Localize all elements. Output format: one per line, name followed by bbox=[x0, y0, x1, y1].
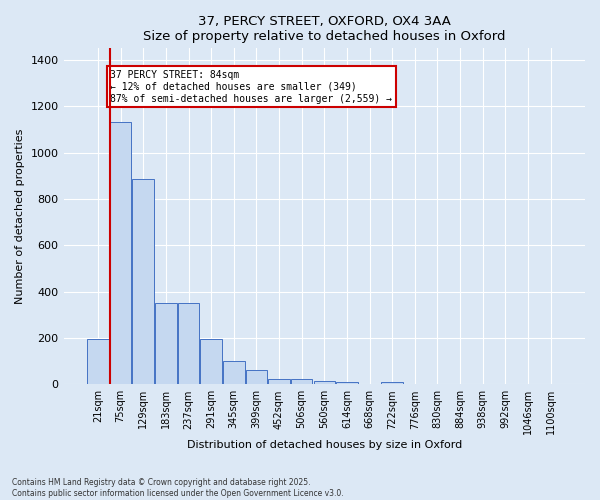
Text: Contains HM Land Registry data © Crown copyright and database right 2025.
Contai: Contains HM Land Registry data © Crown c… bbox=[12, 478, 344, 498]
Bar bbox=[223, 361, 245, 384]
X-axis label: Distribution of detached houses by size in Oxford: Distribution of detached houses by size … bbox=[187, 440, 462, 450]
Bar bbox=[87, 339, 109, 384]
Bar bbox=[200, 339, 222, 384]
Text: 37 PERCY STREET: 84sqm
← 12% of detached houses are smaller (349)
87% of semi-de: 37 PERCY STREET: 84sqm ← 12% of detached… bbox=[110, 70, 392, 104]
Bar bbox=[133, 180, 154, 384]
Bar bbox=[314, 381, 335, 384]
Y-axis label: Number of detached properties: Number of detached properties bbox=[15, 128, 25, 304]
Bar bbox=[155, 303, 176, 384]
Bar bbox=[382, 382, 403, 384]
Bar bbox=[336, 382, 358, 384]
Bar bbox=[110, 122, 131, 384]
Bar bbox=[245, 370, 267, 384]
Bar bbox=[268, 378, 290, 384]
Bar bbox=[178, 303, 199, 384]
Bar bbox=[291, 379, 313, 384]
Title: 37, PERCY STREET, OXFORD, OX4 3AA
Size of property relative to detached houses i: 37, PERCY STREET, OXFORD, OX4 3AA Size o… bbox=[143, 15, 506, 43]
